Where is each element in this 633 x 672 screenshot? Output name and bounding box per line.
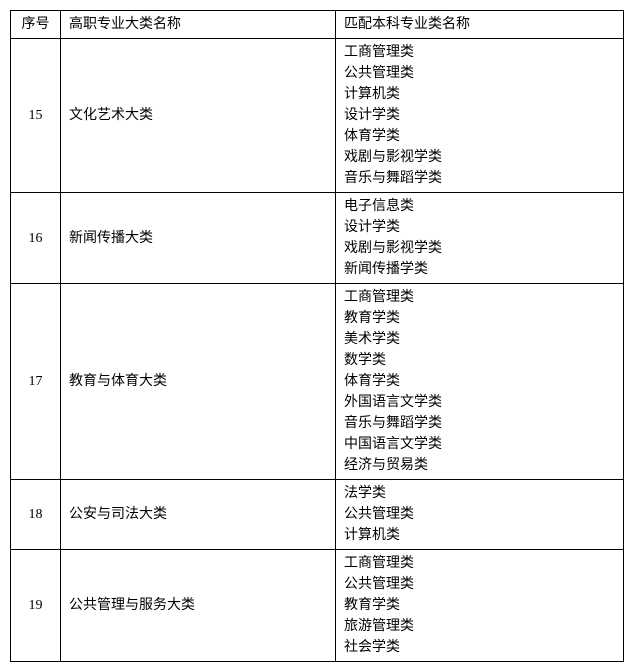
match-item: 法学类	[344, 483, 617, 504]
match-item: 公共管理类	[344, 63, 617, 84]
table-row: 17教育与体育大类工商管理类教育学类美术学类数学类体育学类外国语言文学类音乐与舞…	[11, 284, 624, 480]
cell-undergrad-matches: 电子信息类设计学类戏剧与影视学类新闻传播学类	[336, 193, 624, 284]
cell-undergrad-matches: 工商管理类教育学类美术学类数学类体育学类外国语言文学类音乐与舞蹈学类中国语言文学…	[336, 284, 624, 480]
cell-seq: 19	[11, 550, 61, 662]
match-item: 体育学类	[344, 126, 617, 147]
match-item: 戏剧与影视学类	[344, 147, 617, 168]
match-item: 新闻传播学类	[344, 259, 617, 280]
match-item: 计算机类	[344, 525, 617, 546]
cell-seq: 15	[11, 39, 61, 193]
match-item: 工商管理类	[344, 42, 617, 63]
cell-vocational: 新闻传播大类	[61, 193, 336, 284]
cell-seq: 17	[11, 284, 61, 480]
match-item: 电子信息类	[344, 196, 617, 217]
table-row: 15文化艺术大类工商管理类公共管理类计算机类设计学类体育学类戏剧与影视学类音乐与…	[11, 39, 624, 193]
match-item: 公共管理类	[344, 574, 617, 595]
cell-vocational: 公共管理与服务大类	[61, 550, 336, 662]
match-item: 工商管理类	[344, 553, 617, 574]
match-item: 设计学类	[344, 105, 617, 126]
match-item: 旅游管理类	[344, 616, 617, 637]
match-item: 中国语言文学类	[344, 434, 617, 455]
cell-undergrad-matches: 法学类公共管理类计算机类	[336, 480, 624, 550]
table-row: 19公共管理与服务大类工商管理类公共管理类教育学类旅游管理类社会学类	[11, 550, 624, 662]
match-item: 音乐与舞蹈学类	[344, 413, 617, 434]
cell-vocational: 文化艺术大类	[61, 39, 336, 193]
major-mapping-table: 序号 高职专业大类名称 匹配本科专业类名称 15文化艺术大类工商管理类公共管理类…	[10, 10, 624, 662]
match-item: 外国语言文学类	[344, 392, 617, 413]
cell-undergrad-matches: 工商管理类公共管理类计算机类设计学类体育学类戏剧与影视学类音乐与舞蹈学类	[336, 39, 624, 193]
cell-undergrad-matches: 工商管理类公共管理类教育学类旅游管理类社会学类	[336, 550, 624, 662]
cell-vocational: 教育与体育大类	[61, 284, 336, 480]
match-item: 戏剧与影视学类	[344, 238, 617, 259]
table-header-row: 序号 高职专业大类名称 匹配本科专业类名称	[11, 11, 624, 39]
match-item: 设计学类	[344, 217, 617, 238]
header-vocational: 高职专业大类名称	[61, 11, 336, 39]
header-seq: 序号	[11, 11, 61, 39]
match-item: 工商管理类	[344, 287, 617, 308]
table-row: 18公安与司法大类法学类公共管理类计算机类	[11, 480, 624, 550]
match-item: 美术学类	[344, 329, 617, 350]
cell-vocational: 公安与司法大类	[61, 480, 336, 550]
match-item: 计算机类	[344, 84, 617, 105]
match-item: 数学类	[344, 350, 617, 371]
match-item: 经济与贸易类	[344, 455, 617, 476]
match-item: 音乐与舞蹈学类	[344, 168, 617, 189]
match-item: 公共管理类	[344, 504, 617, 525]
match-item: 教育学类	[344, 595, 617, 616]
cell-seq: 18	[11, 480, 61, 550]
table-row: 16新闻传播大类电子信息类设计学类戏剧与影视学类新闻传播学类	[11, 193, 624, 284]
table-body: 15文化艺术大类工商管理类公共管理类计算机类设计学类体育学类戏剧与影视学类音乐与…	[11, 39, 624, 662]
header-undergrad: 匹配本科专业类名称	[336, 11, 624, 39]
match-item: 体育学类	[344, 371, 617, 392]
match-item: 社会学类	[344, 637, 617, 658]
match-item: 教育学类	[344, 308, 617, 329]
cell-seq: 16	[11, 193, 61, 284]
